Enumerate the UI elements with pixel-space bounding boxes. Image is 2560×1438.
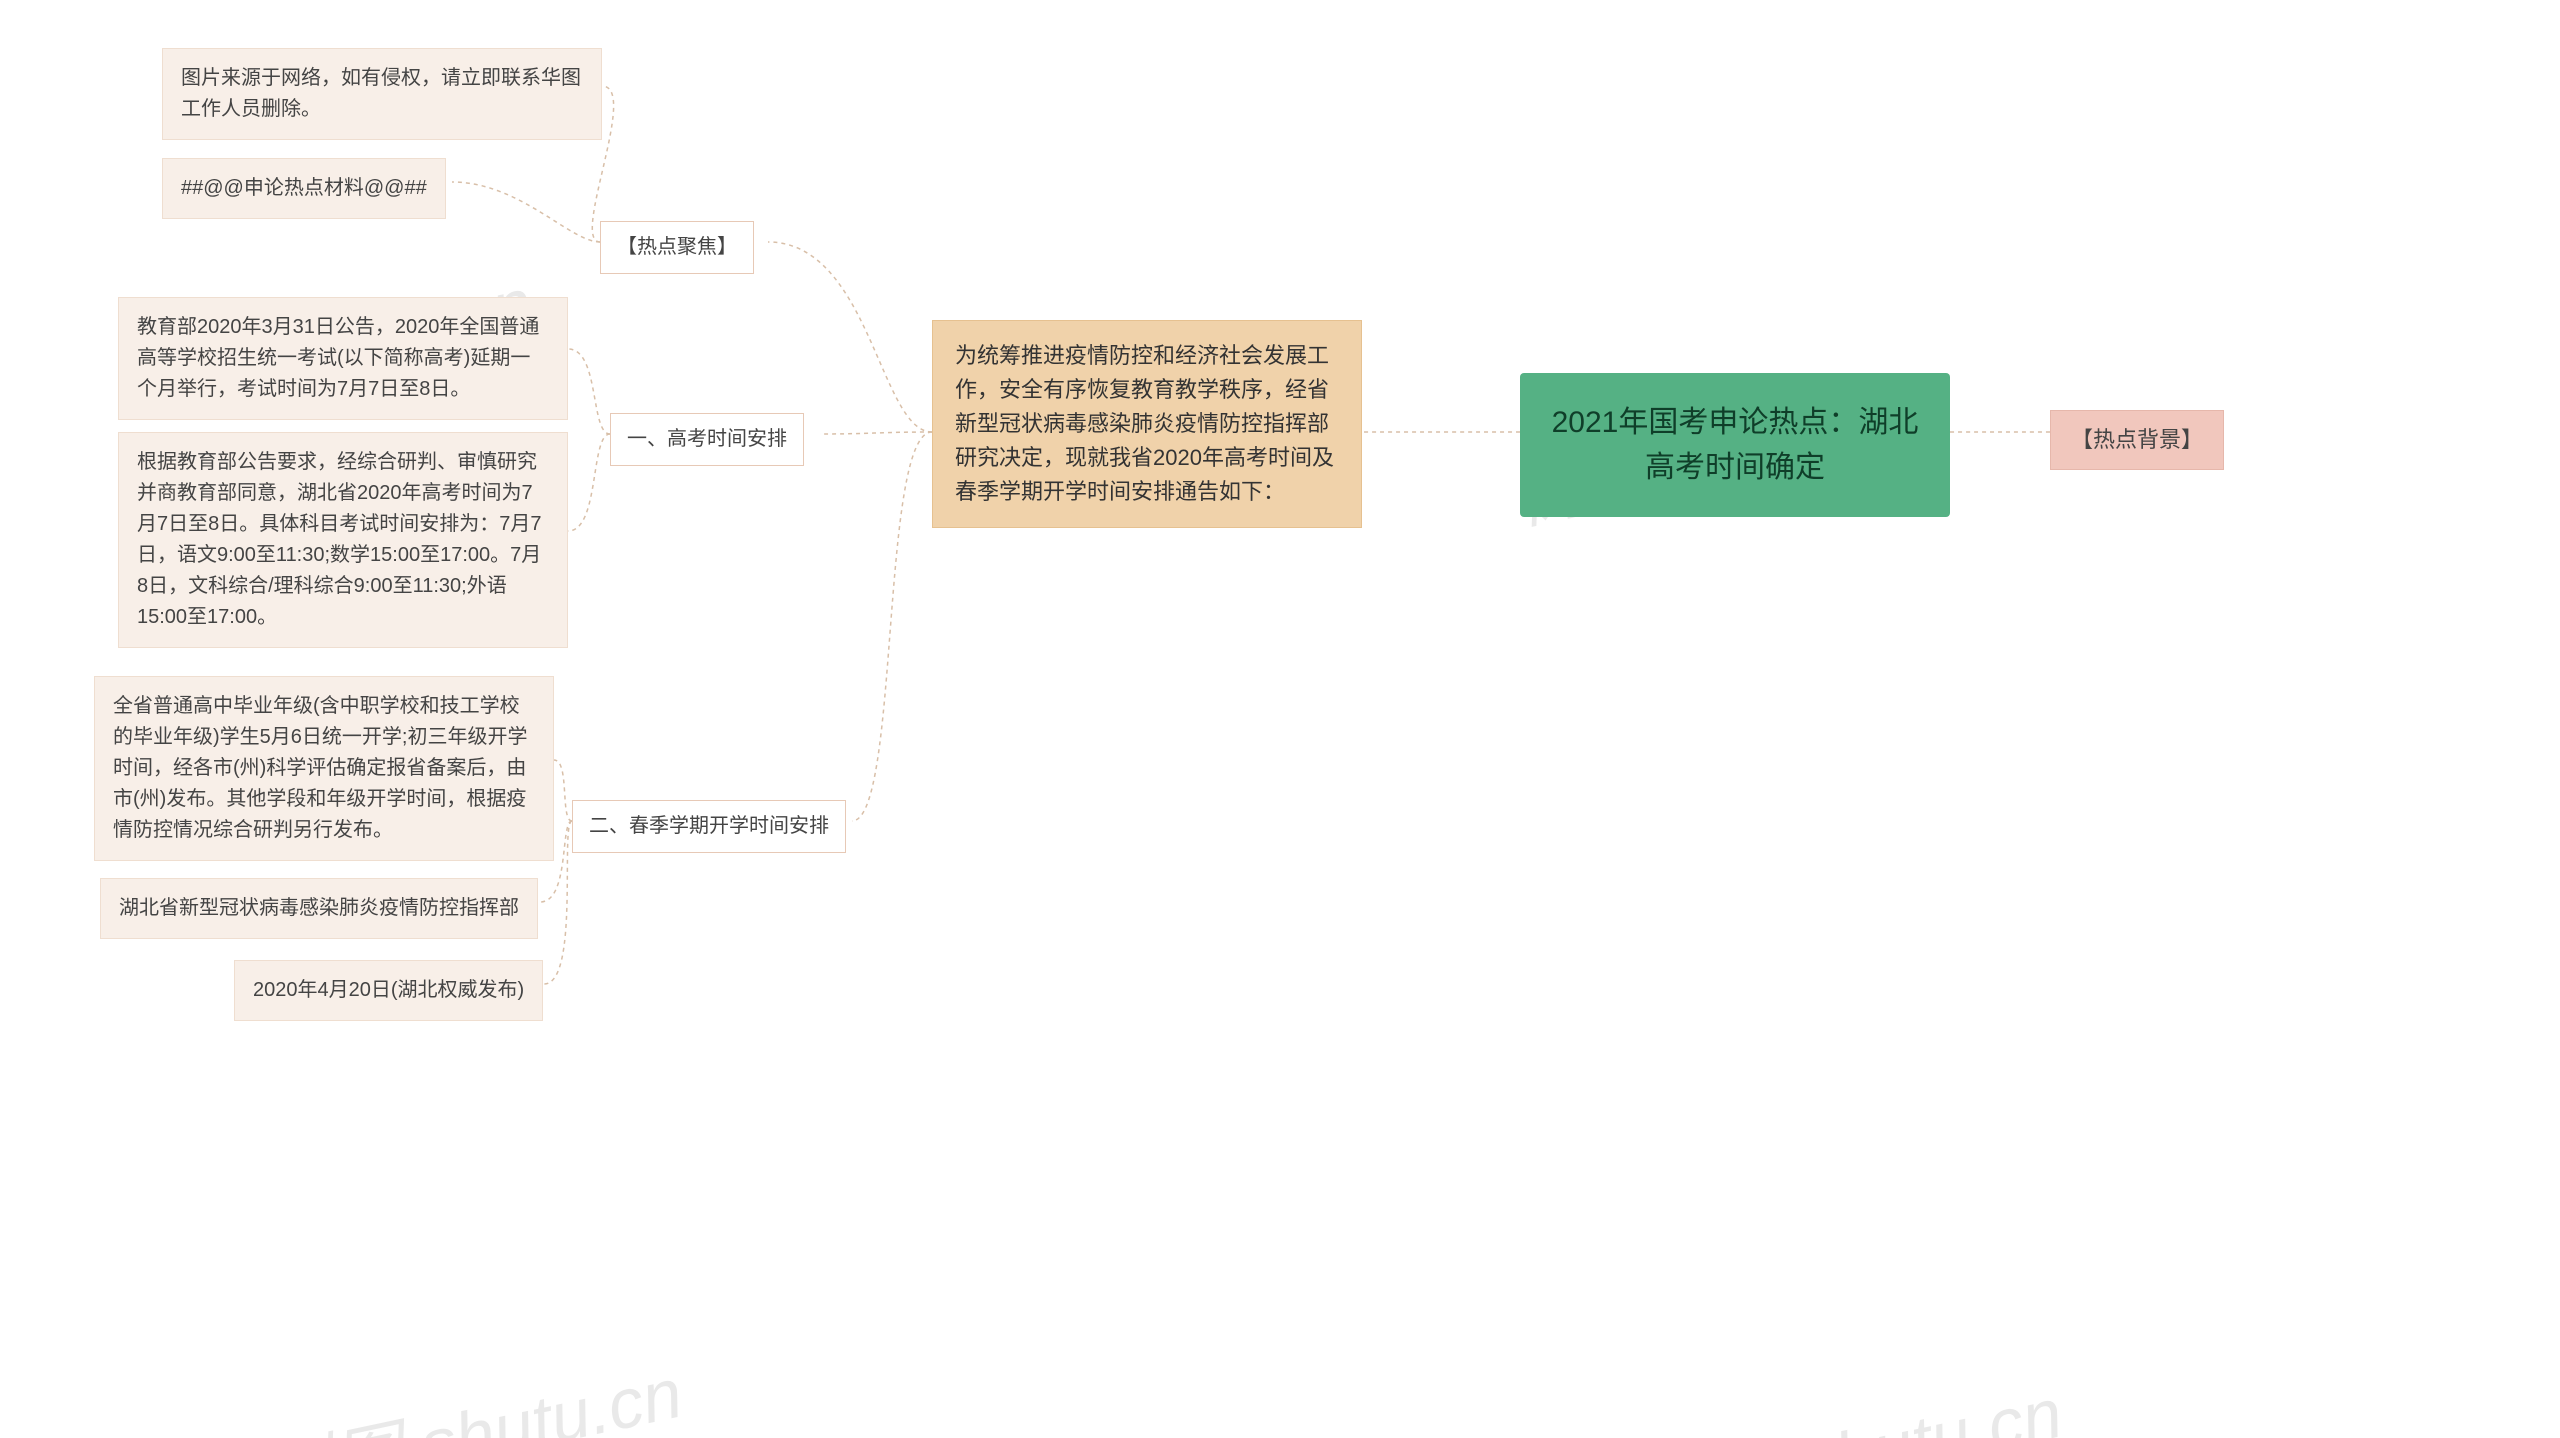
leaf-material-tag[interactable]: ##@@申论热点材料@@## <box>162 158 446 219</box>
branch-announcement-intro[interactable]: 为统筹推进疫情防控和经济社会发展工作，安全有序恢复教育教学秩序，经省新型冠状病毒… <box>932 320 1362 528</box>
section-gaokao-time[interactable]: 一、高考时间安排 <box>610 413 804 466</box>
watermark: 树图 shutu.cn <box>1634 1357 2070 1438</box>
leaf-school-opening[interactable]: 全省普通高中毕业年级(含中职学校和技工学校的毕业年级)学生5月6日统一开学;初三… <box>94 676 554 861</box>
mindmap-root[interactable]: 2021年国考申论热点：湖北高考时间确定 <box>1520 373 1950 517</box>
section-spring-term[interactable]: 二、春季学期开学时间安排 <box>572 800 846 853</box>
section-hot-focus[interactable]: 【热点聚焦】 <box>600 221 754 274</box>
watermark: 树图 shutu.cn <box>254 1337 690 1438</box>
branch-hot-background[interactable]: 【热点背景】 <box>2050 410 2224 470</box>
leaf-hubei-schedule[interactable]: 根据教育部公告要求，经综合研判、审慎研究并商教育部同意，湖北省2020年高考时间… <box>118 432 568 648</box>
leaf-image-source[interactable]: 图片来源于网络，如有侵权，请立即联系华图工作人员删除。 <box>162 48 602 140</box>
leaf-headquarters[interactable]: 湖北省新型冠状病毒感染肺炎疫情防控指挥部 <box>100 878 538 939</box>
leaf-date[interactable]: 2020年4月20日(湖北权威发布) <box>234 960 543 1021</box>
leaf-moe-notice[interactable]: 教育部2020年3月31日公告，2020年全国普通高等学校招生统一考试(以下简称… <box>118 297 568 420</box>
